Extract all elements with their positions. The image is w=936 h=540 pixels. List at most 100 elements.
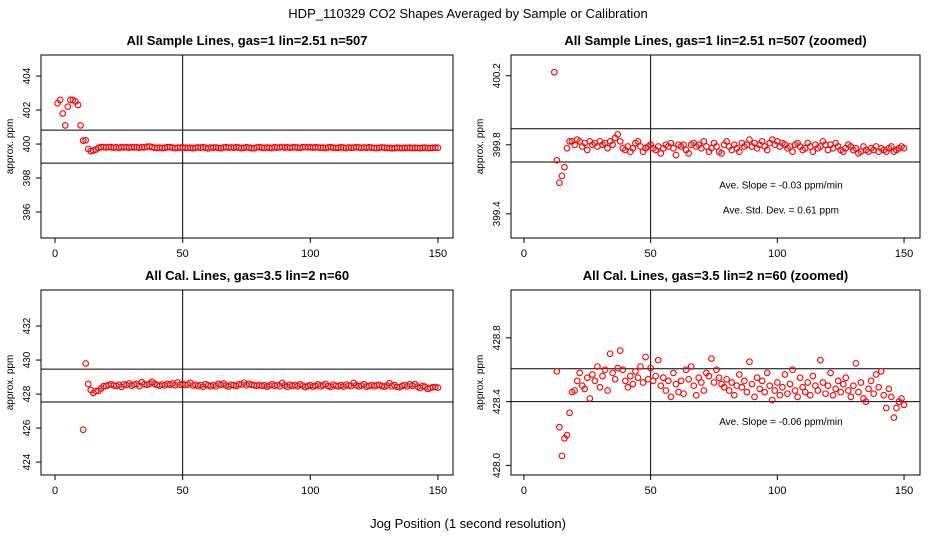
data-point <box>680 390 687 398</box>
data-point <box>627 372 634 380</box>
data-point <box>773 379 781 386</box>
data-point <box>758 137 766 145</box>
data-point <box>789 366 796 374</box>
x-tick-label: 150 <box>895 485 913 497</box>
data-point <box>758 377 766 385</box>
x-tick-label: 50 <box>645 485 657 497</box>
data-point <box>784 390 791 398</box>
data-point <box>77 121 84 129</box>
data-point <box>629 144 637 152</box>
y-tick-label: 428.8 <box>492 325 503 350</box>
data-point <box>710 379 718 386</box>
data-point <box>92 387 100 395</box>
panel-title: All Sample Lines, gas=1 lin=2.51 n=507 <box>127 33 368 48</box>
data-point <box>697 379 705 386</box>
data-point <box>766 382 774 390</box>
data-point <box>571 141 578 149</box>
figure-title: HDP_110329 CO2 Shapes Averaged by Sample… <box>288 6 647 21</box>
data-point <box>865 385 872 393</box>
data-point <box>583 146 591 154</box>
data-point <box>561 163 568 171</box>
data-point <box>763 146 771 154</box>
data-point <box>832 385 839 393</box>
data-point <box>720 383 728 391</box>
x-tick-label: 50 <box>177 485 189 497</box>
data-point <box>870 390 877 398</box>
data-point <box>556 423 563 431</box>
y-tick-label: 428.0 <box>492 452 503 477</box>
data-point <box>725 387 733 394</box>
data-point <box>553 156 561 164</box>
data-point <box>634 137 642 145</box>
data-point <box>667 393 675 401</box>
data-point <box>667 139 675 147</box>
data-point <box>893 404 900 412</box>
data-point <box>59 110 67 117</box>
data-point <box>847 393 855 401</box>
data-point <box>79 426 87 434</box>
plot-frame <box>40 289 454 476</box>
data-point <box>583 374 591 382</box>
data-point <box>763 369 771 377</box>
x-tick-label: 50 <box>177 248 189 260</box>
x-tick-label: 100 <box>301 485 319 497</box>
data-point <box>670 144 677 152</box>
data-point <box>839 380 847 388</box>
data-point <box>824 382 832 390</box>
data-point <box>432 144 439 151</box>
data-point <box>659 374 667 382</box>
y-tick-label: 400 <box>22 135 33 152</box>
data-point <box>581 385 589 393</box>
data-point <box>880 391 888 399</box>
data-point <box>814 387 822 394</box>
data-point <box>771 387 779 394</box>
data-point <box>791 387 799 394</box>
panel-title: All Cal. Lines, gas=3.5 lin=2 n=60 <box>145 268 349 283</box>
data-point <box>882 404 890 412</box>
y-axis-label: approx. ppm <box>475 119 486 175</box>
data-point <box>662 387 670 394</box>
data-point <box>599 372 606 380</box>
data-point <box>817 356 824 364</box>
x-tick-label: 100 <box>301 248 319 260</box>
data-point <box>594 363 601 370</box>
panel: All Cal. Lines, gas=3.5 lin=2 n=60 (zoom… <box>475 268 921 497</box>
data-point <box>692 391 700 399</box>
data-point <box>61 121 69 129</box>
data-point <box>74 101 82 109</box>
data-point <box>850 382 857 390</box>
data-point <box>888 393 895 401</box>
data-point <box>809 372 817 380</box>
data-point <box>690 382 698 390</box>
y-tick-label: 428 <box>22 385 33 402</box>
y-tick-label: 396 <box>22 203 33 220</box>
data-point <box>827 369 834 377</box>
data-point <box>781 371 789 378</box>
data-point <box>708 355 715 362</box>
data-point <box>665 377 672 385</box>
data-point <box>746 136 753 143</box>
data-point <box>652 372 660 380</box>
data-point <box>735 148 743 156</box>
data-point <box>748 380 756 388</box>
data-point <box>553 367 561 375</box>
data-point <box>670 369 677 377</box>
x-axis-label: Jog Position (1 second resolution) <box>370 516 566 531</box>
y-tick-label: 424 <box>22 453 33 470</box>
data-point <box>786 380 794 388</box>
data-point <box>556 179 563 187</box>
data-point <box>872 371 880 378</box>
data-point <box>632 367 639 375</box>
data-point <box>79 137 87 144</box>
x-tick-label: 0 <box>521 248 527 260</box>
data-point <box>614 131 622 138</box>
data-point <box>700 137 708 145</box>
data-point <box>82 136 90 144</box>
x-tick-label: 0 <box>52 248 58 260</box>
x-tick-label: 50 <box>645 248 657 260</box>
data-point <box>761 388 769 396</box>
data-point <box>776 391 784 399</box>
data-point <box>713 366 720 374</box>
data-point <box>639 379 647 386</box>
